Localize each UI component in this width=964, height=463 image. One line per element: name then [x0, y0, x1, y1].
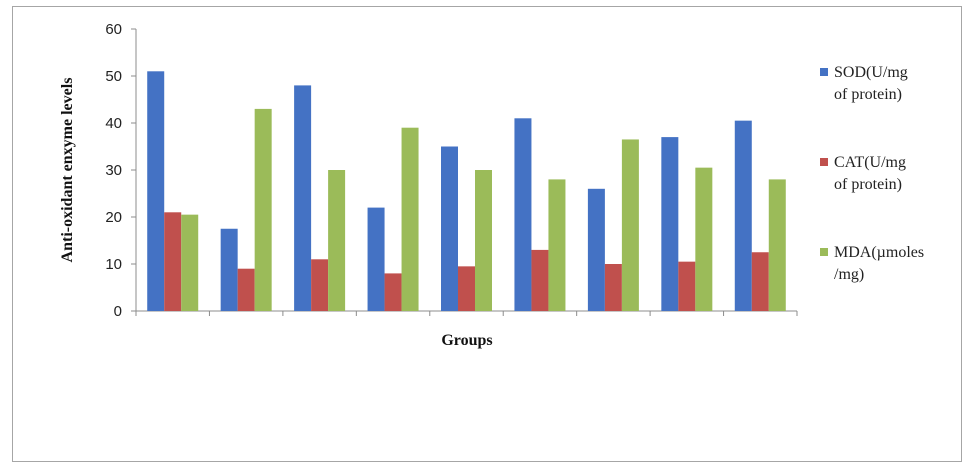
bar [367, 207, 385, 311]
bar [514, 118, 532, 311]
bar [621, 139, 639, 311]
y-tick-label: 30 [105, 162, 122, 179]
bar [147, 71, 165, 311]
y-tick-label: 10 [105, 256, 122, 273]
bar [328, 170, 346, 311]
bar [678, 261, 696, 311]
legend: SOD(U/mg of protein) CAT(U/mg of protein) MD… [820, 64, 924, 283]
legend-swatch [820, 158, 828, 166]
bar [220, 228, 238, 311]
bar [311, 259, 329, 311]
bar [237, 268, 255, 311]
x-axis-title: Groups [441, 332, 492, 349]
bar [751, 252, 769, 311]
bar [441, 146, 458, 311]
legend-swatch [820, 248, 828, 256]
legend-label: MDA(µmoles [834, 244, 924, 261]
bar [531, 249, 549, 311]
y-tick-label: 50 [105, 68, 122, 85]
bar [768, 179, 786, 311]
bar [254, 108, 272, 312]
x-axis [135, 310, 798, 316]
bar [294, 85, 312, 312]
bar [695, 167, 713, 311]
legend-label: /mg) [834, 266, 864, 283]
legend-label: CAT(U/mg [834, 154, 906, 171]
legend-swatch [820, 68, 828, 76]
bar [164, 212, 182, 311]
bar [734, 120, 752, 312]
bar [587, 188, 605, 311]
y-tick-label: 0 [114, 303, 122, 320]
bars [147, 71, 786, 312]
bar [401, 127, 419, 311]
y-axis: 0 10 20 30 40 50 60 [105, 21, 137, 320]
y-axis-title: Anti-oxidant enxyme levels [59, 78, 76, 263]
bar [181, 214, 199, 311]
bar [384, 273, 402, 311]
bar [604, 264, 622, 311]
legend-label: SOD(U/mg [834, 64, 908, 81]
legend-label: of protein) [834, 176, 902, 193]
y-tick-label: 40 [105, 115, 122, 132]
bar [548, 179, 566, 311]
y-tick-label: 20 [105, 209, 122, 226]
bar [458, 266, 475, 311]
bar [661, 137, 679, 311]
y-tick-label: 60 [105, 21, 122, 38]
bar [475, 170, 492, 311]
legend-label: of protein) [834, 86, 902, 103]
